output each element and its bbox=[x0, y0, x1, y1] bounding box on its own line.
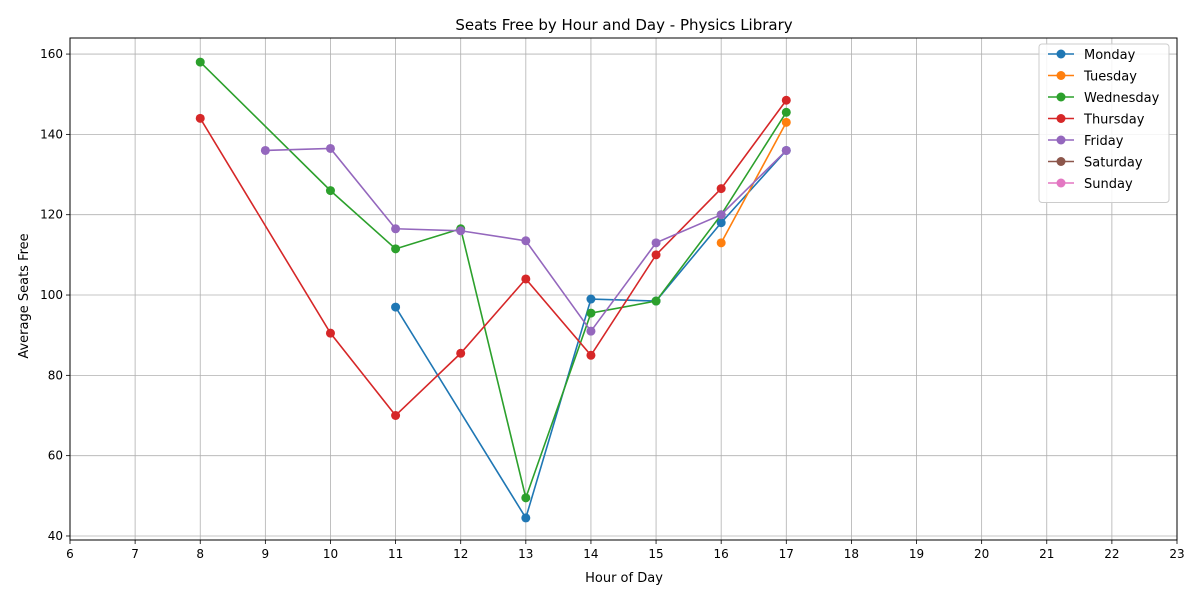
legend-label-wednesday: Wednesday bbox=[1084, 91, 1160, 106]
legend-label-saturday: Saturday bbox=[1084, 156, 1143, 171]
legend-item-friday: Friday bbox=[1048, 134, 1124, 149]
x-tick-label: 20 bbox=[974, 547, 989, 561]
x-tick-label: 18 bbox=[844, 547, 859, 561]
series-line-monday bbox=[394, 149, 787, 520]
data-point-wednesday bbox=[651, 296, 661, 306]
data-point-friday bbox=[391, 224, 401, 234]
data-point-thursday bbox=[521, 274, 531, 284]
data-point-tuesday bbox=[716, 238, 726, 248]
y-tick-label: 160 bbox=[40, 47, 63, 61]
legend-label-monday: Monday bbox=[1084, 48, 1136, 63]
series-group bbox=[195, 57, 791, 523]
data-point-friday bbox=[521, 236, 531, 246]
legend-marker-friday bbox=[1056, 135, 1066, 145]
data-point-wednesday bbox=[391, 244, 401, 254]
data-point-friday bbox=[781, 145, 791, 155]
data-point-friday bbox=[651, 238, 661, 248]
legend-label-sunday: Sunday bbox=[1084, 177, 1133, 192]
series-friday bbox=[260, 143, 791, 336]
data-point-thursday bbox=[391, 411, 401, 420]
y-tick-label: 40 bbox=[48, 529, 63, 543]
data-point-wednesday bbox=[195, 57, 205, 67]
data-point-thursday bbox=[195, 113, 205, 123]
data-point-tuesday bbox=[781, 117, 791, 127]
x-tick-label: 9 bbox=[262, 547, 270, 561]
data-point-friday bbox=[325, 143, 335, 153]
legend-marker-sunday bbox=[1056, 178, 1066, 188]
y-tick-label: 120 bbox=[40, 208, 63, 222]
data-point-friday bbox=[456, 226, 466, 236]
data-point-thursday bbox=[716, 184, 726, 194]
data-point-monday bbox=[521, 513, 531, 523]
x-tick-label: 13 bbox=[518, 547, 533, 561]
data-point-thursday bbox=[781, 95, 791, 105]
x-tick-label: 8 bbox=[196, 547, 204, 561]
data-point-friday bbox=[716, 210, 726, 220]
data-point-friday bbox=[260, 145, 270, 155]
data-point-thursday bbox=[456, 348, 466, 358]
x-tick-label: 6 bbox=[66, 547, 74, 561]
x-tick-label: 21 bbox=[1039, 547, 1054, 561]
x-tick-label: 17 bbox=[779, 547, 794, 561]
x-tick-label: 15 bbox=[648, 547, 663, 561]
legend-label-friday: Friday bbox=[1084, 134, 1124, 149]
legend-item-saturday: Saturday bbox=[1048, 156, 1143, 171]
legend-label-tuesday: Tuesday bbox=[1083, 70, 1137, 85]
x-tick-label: 16 bbox=[714, 547, 729, 561]
legend-item-monday: Monday bbox=[1048, 48, 1136, 63]
plot-frame bbox=[69, 37, 1178, 541]
data-point-monday bbox=[716, 218, 726, 228]
legend-marker-monday bbox=[1056, 49, 1066, 59]
legend-item-wednesday: Wednesday bbox=[1048, 91, 1160, 106]
x-tick-label: 11 bbox=[388, 547, 403, 561]
legend-marker-thursday bbox=[1056, 114, 1066, 123]
y-tick-label: 100 bbox=[40, 288, 63, 302]
y-axis-label: Average Seats Free bbox=[17, 233, 32, 358]
data-point-monday bbox=[391, 302, 401, 312]
legend: Monday Tuesday Wednesday Thursday Friday Satu… bbox=[1038, 43, 1170, 203]
data-point-thursday bbox=[651, 250, 661, 260]
legend-item-sunday: Sunday bbox=[1048, 177, 1133, 192]
legend-marker-wednesday bbox=[1056, 92, 1066, 102]
axis-ticks: 6 7 8 9 10 11 12 13 14 15 16 17 18 19 20 21 22 23 40 60 80 10… bbox=[40, 47, 1185, 561]
data-point-thursday bbox=[586, 350, 596, 360]
x-tick-label: 7 bbox=[131, 547, 139, 561]
data-point-friday bbox=[586, 326, 596, 336]
legend-marker-saturday bbox=[1056, 157, 1066, 166]
data-point-wednesday bbox=[586, 308, 596, 318]
chart-title: Seats Free by Hour and Day - Physics Lib… bbox=[455, 16, 792, 34]
data-point-monday bbox=[586, 294, 596, 304]
y-tick-label: 60 bbox=[48, 449, 63, 463]
y-tick-label: 140 bbox=[40, 127, 63, 141]
x-axis-label: Hour of Day bbox=[585, 571, 663, 586]
legend-item-tuesday: Tuesday bbox=[1048, 70, 1137, 85]
x-tick-label: 23 bbox=[1169, 547, 1184, 561]
legend-item-thursday: Thursday bbox=[1048, 113, 1145, 128]
x-tick-label: 19 bbox=[909, 547, 924, 561]
data-point-wednesday bbox=[325, 186, 335, 196]
y-tick-label: 80 bbox=[48, 368, 63, 382]
x-tick-label: 10 bbox=[323, 547, 338, 561]
legend-marker-tuesday bbox=[1056, 71, 1066, 80]
data-point-wednesday bbox=[521, 493, 531, 503]
legend-box bbox=[1038, 43, 1170, 203]
x-tick-label: 14 bbox=[583, 547, 598, 561]
data-point-wednesday bbox=[781, 107, 791, 117]
data-point-thursday bbox=[325, 328, 335, 338]
legend-label-thursday: Thursday bbox=[1083, 113, 1145, 128]
series-thursday bbox=[195, 95, 791, 420]
x-tick-label: 22 bbox=[1104, 547, 1119, 561]
x-tick-label: 12 bbox=[453, 547, 468, 561]
